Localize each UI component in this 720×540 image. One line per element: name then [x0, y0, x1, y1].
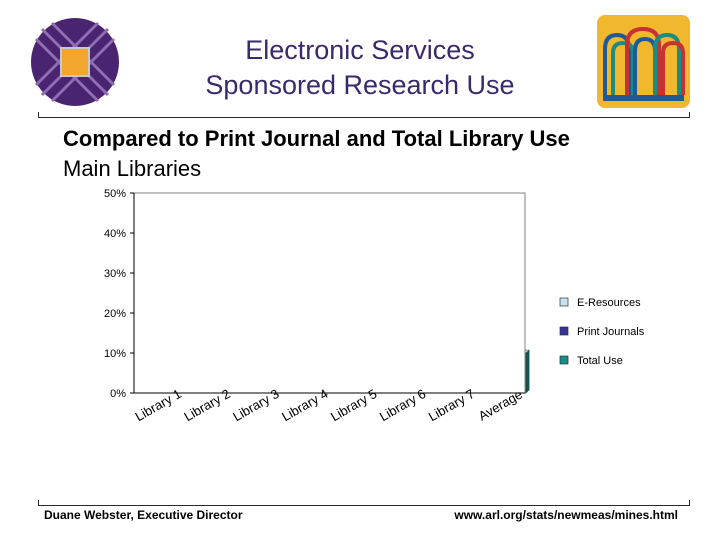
y-tick-label: 0% [110, 388, 126, 400]
legend-swatch-e-resources [559, 297, 569, 307]
y-tick-label: 30% [104, 268, 126, 280]
plot-area [133, 192, 526, 394]
legend-swatch-print-journals [559, 326, 569, 336]
y-tick-label: 20% [104, 308, 126, 320]
footer-url: www.arl.org/stats/newmeas/mines.html [454, 508, 678, 522]
chart-y-tick-labels: 0% 10% 20% 30% 40% 50% [104, 188, 126, 400]
right-logo-icon [597, 15, 690, 108]
legend-swatch-total-use [559, 355, 569, 365]
legend-label-total-use: Total Use [577, 355, 623, 367]
y-tick-label: 10% [104, 348, 126, 360]
y-tick-label: 50% [104, 188, 126, 200]
bottom-divider [38, 505, 690, 506]
top-divider-left-tick [38, 112, 39, 118]
slide-title-line-1: Electronic Services [245, 35, 475, 65]
footer-author: Duane Webster, Executive Director [44, 508, 243, 522]
slide-title-line-2: Sponsored Research Use [205, 70, 515, 100]
y-tick-label: 40% [104, 228, 126, 240]
subtitle-line-2: Main Libraries [63, 156, 202, 181]
bottom-divider-right-tick [689, 500, 690, 506]
chart-axes [130, 192, 526, 394]
chart-legend: E-Resources Print Journals Total Use [559, 297, 645, 367]
left-logo-icon [31, 18, 119, 106]
top-divider [38, 117, 690, 118]
subtitle-line-1: Compared to Print Journal and Total Libr… [63, 126, 570, 151]
legend-label-e-resources: E-Resources [577, 297, 641, 309]
legend-label-print-journals: Print Journals [577, 326, 645, 338]
bottom-divider-left-tick [38, 500, 39, 506]
slide-title: Electronic Services Sponsored Research U… [150, 33, 570, 103]
top-divider-right-tick [689, 112, 690, 118]
bar-side-total-use [525, 349, 530, 394]
